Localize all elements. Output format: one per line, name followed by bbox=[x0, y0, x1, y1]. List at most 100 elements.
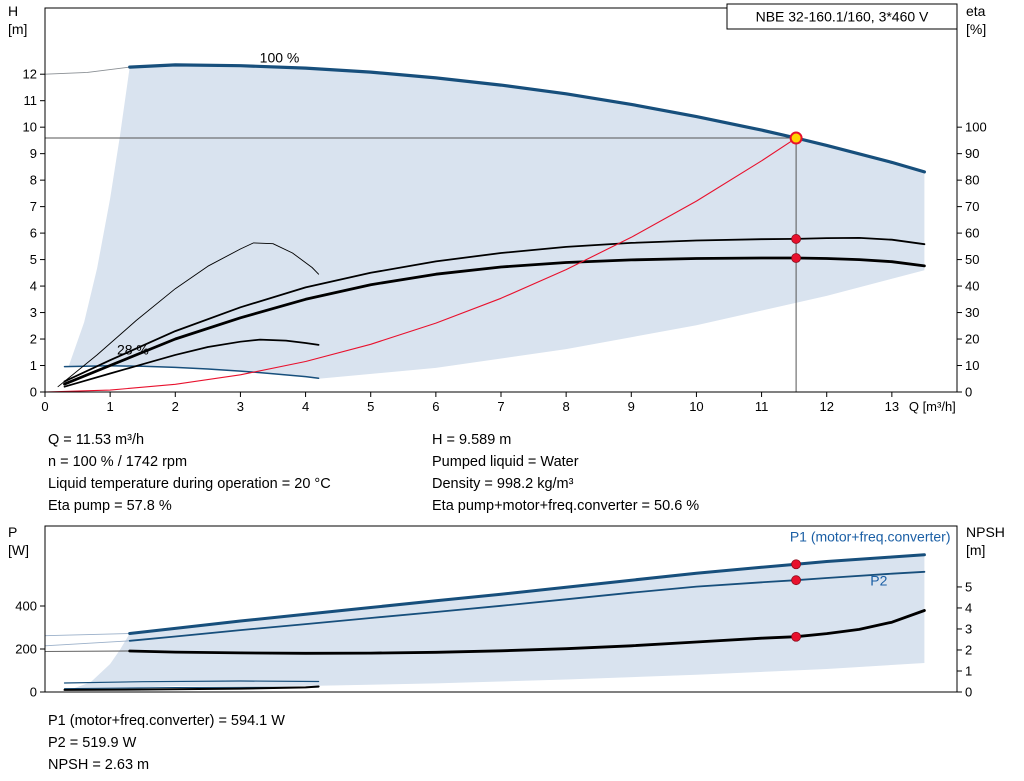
duty-point-results: Q = 11.53 m³/h n = 100 % / 1742 rpm Liqu… bbox=[0, 420, 1024, 521]
curve-p1-28 bbox=[63, 680, 320, 684]
pump-title-box: NBE 32-160.1/160, 3*460 V bbox=[726, 3, 958, 30]
svg-text:5: 5 bbox=[30, 252, 37, 267]
curve-eta-total-28 bbox=[63, 338, 320, 388]
result-liquid-temperature: Liquid temperature during operation = 20… bbox=[48, 476, 331, 492]
svg-text:1: 1 bbox=[965, 663, 972, 678]
result-pumped-liquid: Pumped liquid = Water bbox=[432, 454, 579, 470]
curve-pump-100-ext bbox=[44, 66, 131, 75]
svg-text:3: 3 bbox=[965, 621, 972, 636]
result-eta-pump: Eta pump = 57.8 % bbox=[48, 498, 172, 514]
svg-text:200: 200 bbox=[15, 641, 37, 656]
duty-dot bbox=[791, 559, 801, 570]
y-right-axis: 0 1 2 3 4 5 bbox=[957, 579, 972, 697]
result-speed: n = 100 % / 1742 rpm bbox=[48, 454, 188, 470]
svg-text:12: 12 bbox=[819, 399, 833, 414]
svg-text:90: 90 bbox=[965, 146, 979, 161]
operating-point[interactable] bbox=[789, 131, 803, 145]
curve-pump-curve-100 bbox=[128, 63, 926, 174]
duty-crosshair bbox=[45, 137, 797, 392]
duty-dot bbox=[791, 234, 801, 244]
y-right-axis-title: [%] bbox=[966, 21, 986, 37]
svg-text:6: 6 bbox=[30, 226, 37, 241]
svg-text:8: 8 bbox=[563, 399, 570, 414]
svg-text:2: 2 bbox=[30, 332, 37, 347]
svg-text:2: 2 bbox=[172, 399, 179, 414]
y-left-axis-title: P bbox=[8, 524, 17, 540]
result-eta-total: Eta pump+motor+freq.converter = 50.6 % bbox=[432, 498, 700, 514]
svg-text:9: 9 bbox=[30, 146, 37, 161]
curve-system-curve bbox=[44, 137, 797, 393]
svg-text:0: 0 bbox=[965, 685, 972, 698]
svg-text:20: 20 bbox=[965, 332, 979, 347]
p1-curve-label: P1 (motor+freq.converter) bbox=[790, 528, 951, 544]
svg-text:7: 7 bbox=[30, 199, 37, 214]
svg-text:5: 5 bbox=[965, 579, 972, 594]
svg-text:0: 0 bbox=[30, 385, 37, 400]
y-right-axis: 0 10 20 30 40 50 60 70 80 90 100 bbox=[957, 120, 987, 400]
svg-text:12: 12 bbox=[23, 67, 37, 82]
svg-text:3: 3 bbox=[237, 399, 244, 414]
result-head: H = 9.589 m bbox=[432, 432, 512, 448]
duty-dot bbox=[791, 631, 801, 642]
p2-curve-label: P2 bbox=[870, 573, 887, 589]
y-left-axis: 0 200 400 bbox=[15, 598, 45, 697]
svg-text:400: 400 bbox=[15, 598, 37, 613]
svg-text:60: 60 bbox=[965, 226, 979, 241]
y-right-axis-title: [m] bbox=[966, 542, 985, 558]
y-right-axis-title: eta bbox=[966, 3, 986, 19]
operating-envelope bbox=[68, 64, 925, 379]
x-axis-title: Q [m³/h] bbox=[909, 399, 956, 414]
svg-text:5: 5 bbox=[367, 399, 374, 414]
y-left-axis-title: H bbox=[8, 3, 18, 19]
x-axis: 0 1 2 3 4 5 6 7 8 9 10 11 12 13 Q [m³/h] bbox=[41, 392, 956, 414]
curve-npsh-curve bbox=[128, 609, 926, 655]
svg-text:8: 8 bbox=[30, 173, 37, 188]
speed-100-label: 100 % bbox=[260, 49, 300, 65]
y-left-axis-title: [W] bbox=[8, 542, 29, 558]
power-npsh-chart[interactable]: 0 200 400 0 1 2 3 4 5 P [W] NPSH [m] P1 (motor+freq.c… bbox=[0, 521, 1024, 697]
result-p2: P2 = 519.9 W bbox=[48, 735, 137, 751]
svg-text:30: 30 bbox=[965, 305, 979, 320]
duty-results-left-column: Q = 11.53 m³/h n = 100 % / 1742 rpm Liqu… bbox=[48, 429, 432, 517]
curve-p1-curve bbox=[128, 553, 926, 635]
speed-28-label: 28 % bbox=[117, 341, 149, 357]
svg-text:50: 50 bbox=[965, 252, 979, 267]
curve-pump-curve-28 bbox=[63, 365, 320, 379]
operating-envelope bbox=[68, 554, 925, 691]
svg-text:11: 11 bbox=[755, 399, 769, 414]
pump-title: NBE 32-160.1/160, 3*460 V bbox=[756, 9, 929, 25]
duty-results-right-column: H = 9.589 m Pumped liquid = Water Densit… bbox=[432, 429, 699, 517]
svg-text:1: 1 bbox=[107, 399, 114, 414]
svg-text:100: 100 bbox=[965, 120, 987, 135]
curve-eta-pump-100 bbox=[63, 237, 926, 383]
svg-text:0: 0 bbox=[41, 399, 48, 414]
svg-text:4: 4 bbox=[30, 279, 37, 294]
svg-text:10: 10 bbox=[965, 358, 979, 373]
result-p1: P1 (motor+freq.converter) = 594.1 W bbox=[48, 713, 285, 729]
curve-p1-ext bbox=[44, 633, 131, 637]
svg-text:1: 1 bbox=[30, 358, 37, 373]
svg-text:70: 70 bbox=[965, 199, 979, 214]
svg-text:11: 11 bbox=[24, 93, 38, 108]
result-npsh: NPSH = 2.63 m bbox=[48, 757, 150, 773]
y-left-axis-title: [m] bbox=[8, 21, 27, 37]
hq-chart[interactable]: 0 1 2 3 4 5 6 7 8 9 10 11 12 13 Q [m³/h]01234567891011… bbox=[0, 0, 1024, 420]
svg-text:0: 0 bbox=[30, 685, 37, 698]
duty-dot bbox=[791, 253, 801, 263]
svg-text:4: 4 bbox=[965, 600, 972, 615]
svg-text:80: 80 bbox=[965, 173, 979, 188]
svg-text:10: 10 bbox=[23, 120, 37, 135]
power-results: P1 (motor+freq.converter) = 594.1 W P2 =… bbox=[0, 697, 1024, 776]
curve-eta-pump-28 bbox=[57, 242, 320, 388]
svg-text:10: 10 bbox=[689, 399, 703, 414]
svg-text:4: 4 bbox=[302, 399, 309, 414]
svg-text:0: 0 bbox=[965, 385, 972, 400]
curve-npsh-28 bbox=[63, 685, 320, 691]
svg-text:13: 13 bbox=[885, 399, 899, 414]
y-right-axis-title: NPSH bbox=[966, 524, 1005, 540]
svg-text:6: 6 bbox=[432, 399, 439, 414]
svg-text:3: 3 bbox=[30, 305, 37, 320]
svg-text:40: 40 bbox=[965, 279, 979, 294]
curve-eta-total-100 bbox=[63, 256, 926, 386]
